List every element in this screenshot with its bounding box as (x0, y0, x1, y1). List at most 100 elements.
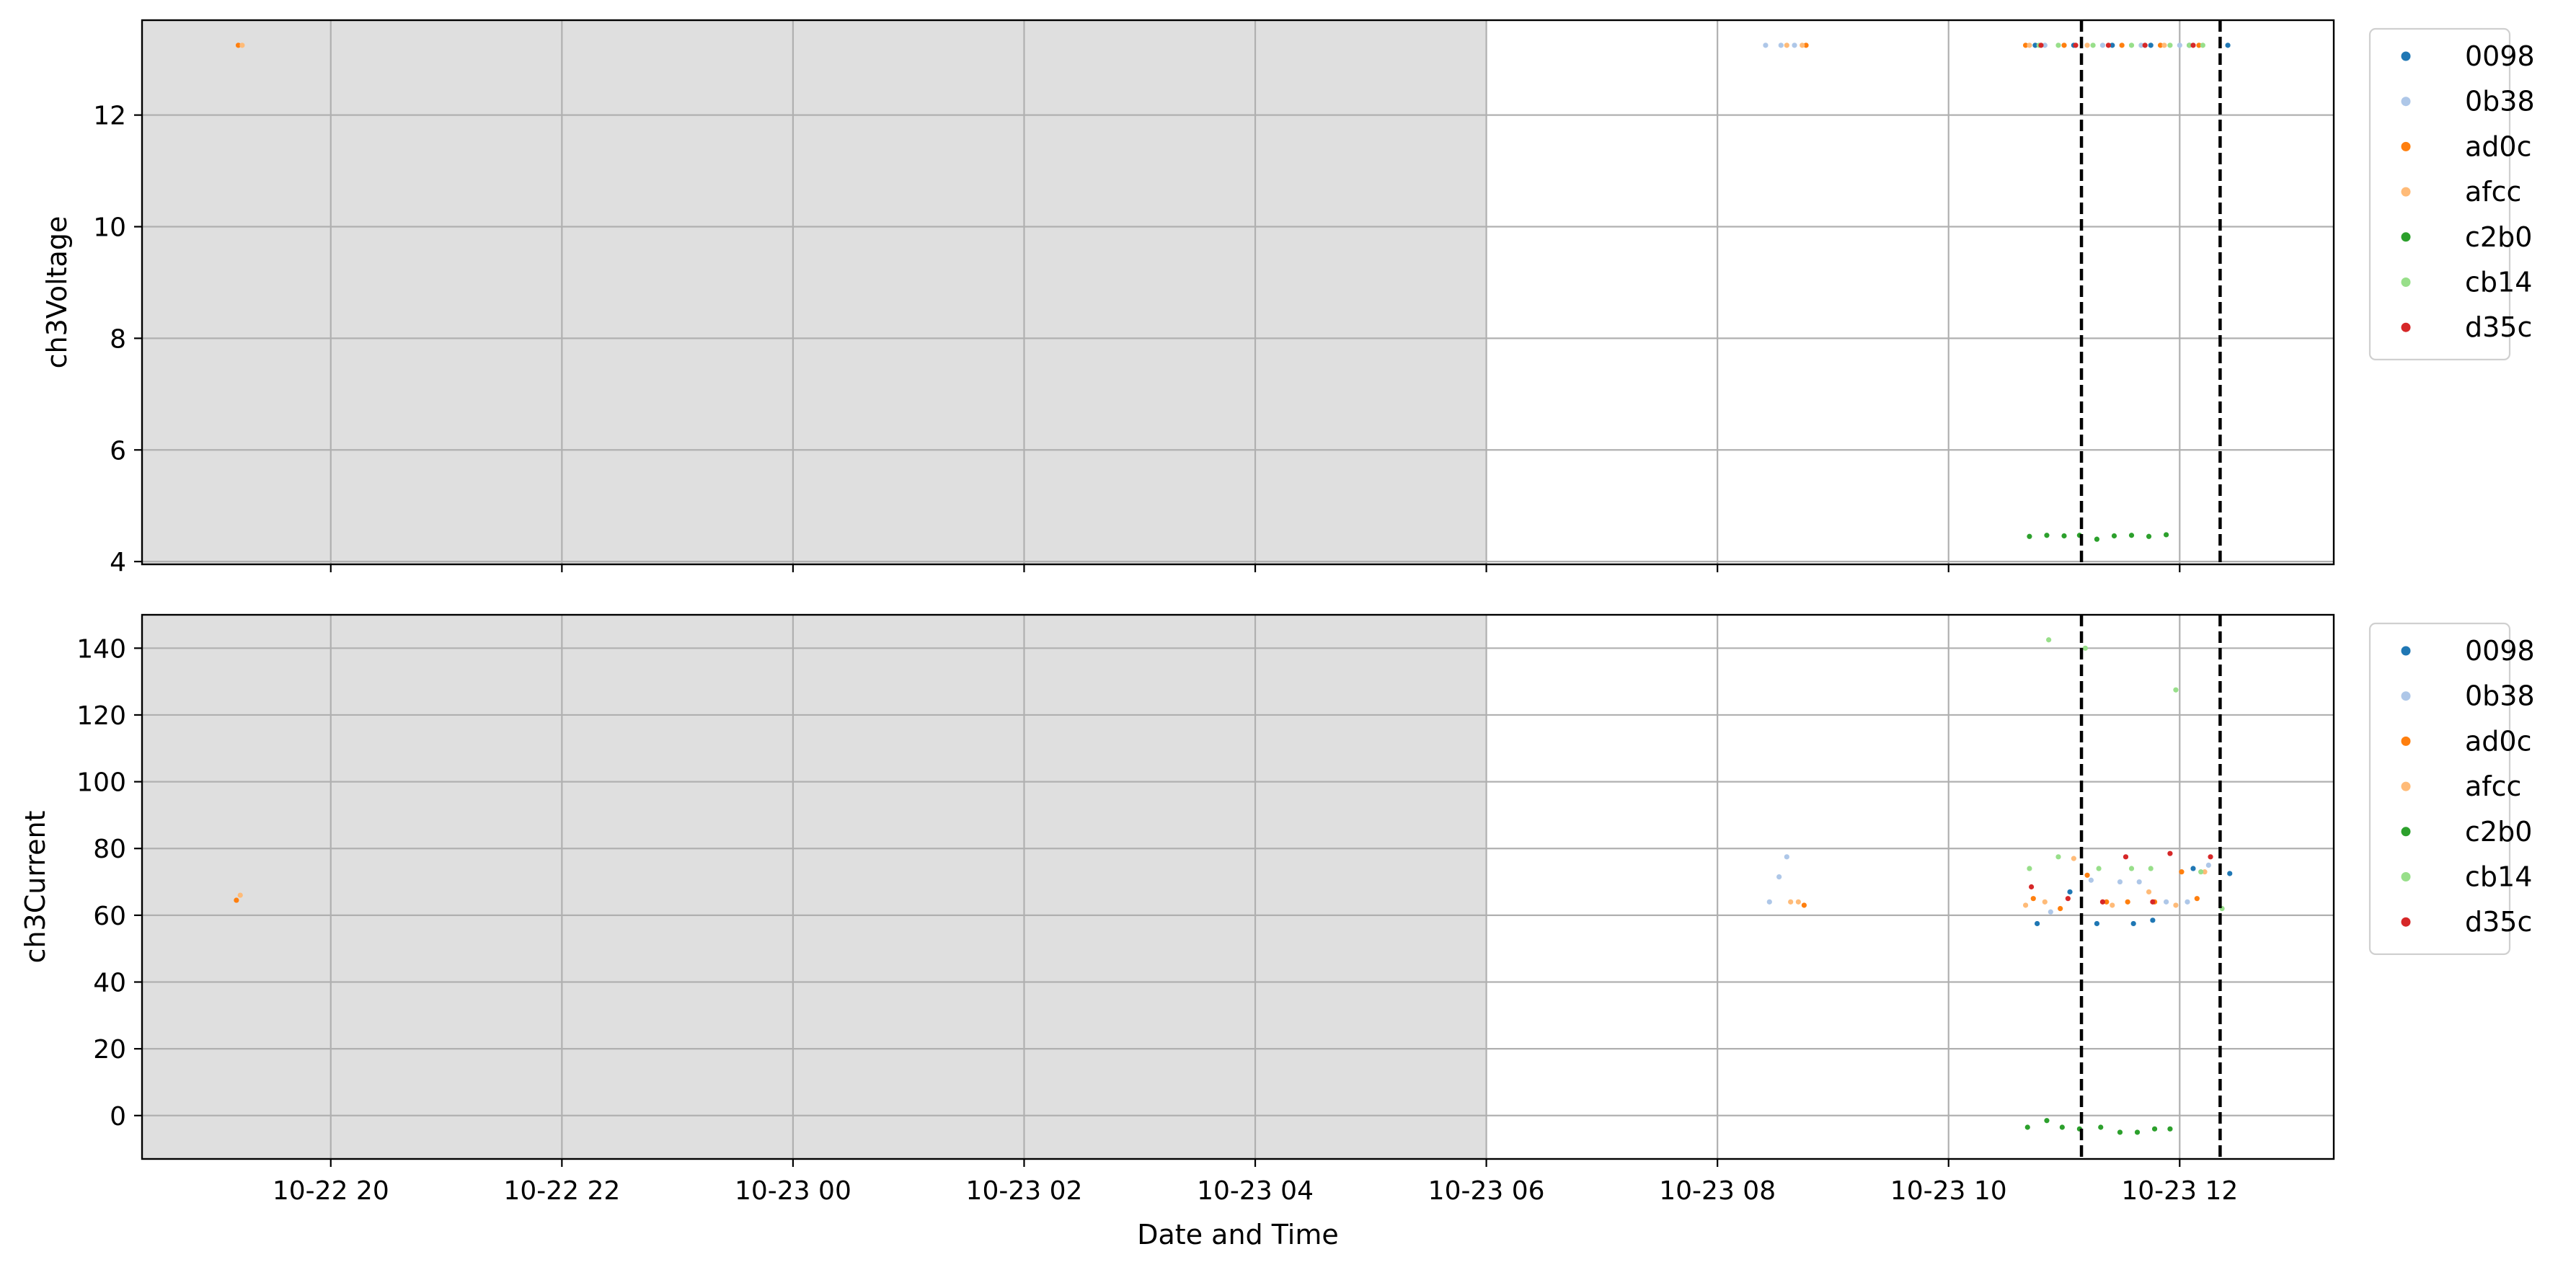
data-point (2061, 43, 2067, 48)
series-afcc (237, 856, 2208, 908)
series-c2b0 (2027, 532, 2169, 542)
legend-marker (2401, 322, 2411, 332)
series-d35c (2038, 43, 2196, 48)
data-point (2046, 637, 2052, 643)
legend-label: 0b38 (2465, 680, 2535, 712)
legend-marker (2401, 691, 2411, 701)
data-point (2117, 879, 2123, 885)
data-point (2082, 645, 2088, 651)
data-point (2022, 902, 2029, 908)
data-point (2096, 866, 2102, 871)
data-point (2084, 43, 2090, 48)
panel-ch3Current: 0 20 40 60 80 100 120 140 10-22 20 10-22 22 10-23 … (19, 613, 2535, 1206)
series-d35c (2028, 850, 2213, 905)
legend-label: ad0c (2465, 725, 2531, 757)
legend-label: cb14 (2465, 861, 2532, 893)
data-point (1792, 43, 1797, 48)
data-point (2084, 872, 2090, 878)
data-point (235, 43, 242, 48)
legend-marker (2401, 232, 2411, 242)
data-point (2065, 896, 2071, 902)
data-point (2227, 871, 2233, 876)
data-point (2099, 43, 2106, 48)
x-tick-label: 10-23 12 (2121, 1176, 2238, 1206)
legend-label: d35c (2465, 906, 2532, 938)
data-point (2173, 902, 2179, 908)
data-point (1778, 43, 1784, 48)
data-point (2099, 899, 2106, 905)
data-point (2151, 1126, 2158, 1132)
y-axis-label: ch3Current (19, 811, 51, 964)
plot-frame (141, 19, 2335, 566)
legend-marker (2401, 187, 2411, 197)
legend-label: cb14 (2465, 267, 2532, 298)
data-point (2110, 43, 2115, 48)
data-point (2194, 896, 2200, 902)
data-point (2190, 43, 2196, 48)
data-point (2059, 1124, 2065, 1130)
data-point (2134, 1129, 2141, 1135)
legend-label: 0b38 (2465, 86, 2535, 117)
legend-marker (2401, 736, 2411, 746)
data-point (1788, 899, 1794, 905)
data-point (2032, 43, 2038, 48)
data-point (239, 43, 245, 48)
legend-marker (2401, 827, 2411, 837)
data-point (2208, 854, 2213, 860)
data-point (1784, 43, 1789, 48)
x-tick-label: 10-23 02 (966, 1176, 1083, 1206)
data-point (2042, 899, 2048, 905)
series-0b38 (1766, 854, 2211, 915)
data-point (2161, 43, 2167, 48)
data-point (2148, 866, 2154, 871)
data-point (2098, 1124, 2104, 1130)
y-tick-label: 60 (93, 902, 126, 931)
data-point (2067, 889, 2073, 895)
legend-marker (2401, 141, 2411, 151)
series-0098 (2035, 866, 2233, 927)
data-point (1795, 899, 1801, 905)
data-point (2157, 43, 2164, 48)
data-point (2110, 902, 2115, 908)
data-point (2094, 920, 2100, 927)
data-point (2225, 43, 2231, 48)
data-point (2123, 854, 2129, 860)
legend-marker (2401, 646, 2411, 656)
y-tick-label: 100 (76, 768, 126, 798)
data-point (1803, 43, 1809, 48)
data-point (2035, 920, 2040, 927)
panel-ch3Voltage: 4 6 8 10 12 ch3Voltage 0098 0b38 ad0c afcc c2b0 cb1… (41, 19, 2535, 577)
data-point (2030, 896, 2036, 902)
data-point (2130, 920, 2136, 927)
legend-label: afcc (2465, 770, 2521, 802)
data-point (2163, 899, 2169, 905)
legend: 0098 0b38 ad0c afcc c2b0 cb14 d35c (2368, 27, 2535, 360)
data-point (2027, 43, 2032, 48)
legend-label: c2b0 (2465, 816, 2532, 848)
shaded-region (142, 615, 1487, 1159)
y-tick-label: 40 (93, 969, 126, 998)
data-point (2094, 536, 2100, 542)
x-axis-label: Date and Time (1137, 1219, 1338, 1250)
data-point (2061, 533, 2067, 539)
legend-label: 0098 (2465, 40, 2535, 72)
data-point (1801, 902, 1807, 908)
data-point (2024, 1124, 2030, 1130)
x-tick-label: 10-22 22 (503, 1176, 620, 1206)
data-point (2205, 862, 2211, 868)
series-0b38 (1763, 43, 2182, 48)
data-point (1776, 874, 1782, 880)
x-tick-label: 10-23 00 (735, 1176, 851, 1206)
data-point (2055, 854, 2061, 860)
data-point (2190, 866, 2196, 871)
legend-marker (2401, 277, 2411, 287)
data-point (1800, 43, 1805, 48)
y-tick-label: 140 (76, 634, 126, 664)
data-point (2173, 687, 2179, 693)
data-point (2142, 43, 2148, 48)
data-point (2200, 43, 2205, 48)
x-tick-label: 10-22 20 (273, 1176, 389, 1206)
data-point (1784, 854, 1789, 860)
data-point (2167, 1126, 2173, 1132)
data-point (2058, 906, 2063, 912)
